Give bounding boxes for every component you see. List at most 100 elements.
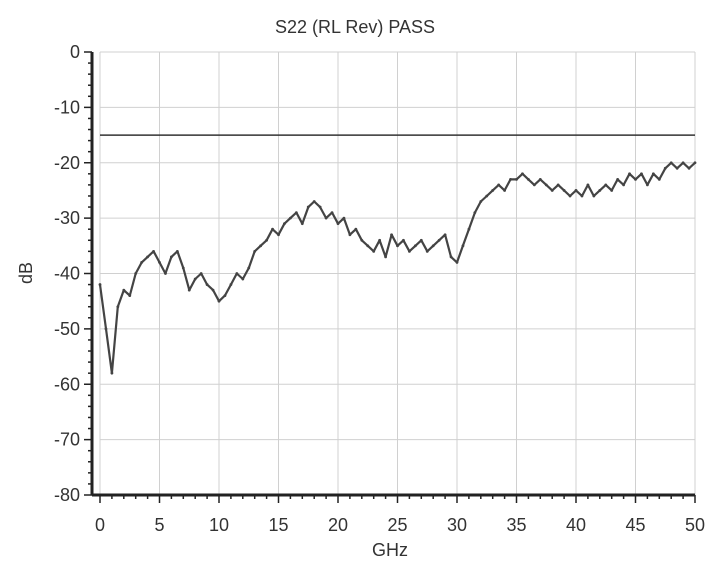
- y-tick-label-7: -70: [54, 430, 80, 450]
- data-point-0-35: [306, 205, 310, 209]
- data-point-0-88: [622, 183, 625, 187]
- x-tick-label-2: 10: [209, 515, 229, 535]
- x-tick-label-8: 40: [566, 515, 586, 535]
- data-point-0-76: [550, 189, 554, 192]
- data-point-0-44: [360, 238, 364, 242]
- data-point-0-72: [527, 177, 530, 181]
- data-point-0-60: [455, 261, 459, 264]
- y-tick-label-4: -40: [54, 264, 80, 284]
- data-point-0-54: [419, 238, 423, 242]
- data-point-0-83: [592, 194, 596, 198]
- data-point-0-61: [461, 244, 465, 248]
- data-point-0-29: [271, 227, 274, 231]
- y-tick-label-2: -20: [54, 153, 80, 173]
- data-point-0-98: [681, 161, 685, 165]
- data-point-0-81: [580, 194, 584, 198]
- data-point-0-48: [384, 255, 387, 259]
- data-point-0-49: [390, 233, 393, 237]
- data-point-0-99: [687, 166, 691, 170]
- data-point-0-91: [640, 172, 643, 176]
- data-point-0-41: [342, 216, 346, 220]
- data-point-0-46: [372, 249, 376, 253]
- data-point-0-82: [586, 183, 590, 187]
- chart-title: S22 (RL Rev) PASS: [275, 17, 435, 37]
- data-point-0-62: [467, 227, 471, 231]
- data-point-0-37: [318, 205, 322, 209]
- grid: [99, 51, 696, 496]
- data-point-0-16: [193, 277, 197, 281]
- y-tick-label-8: -80: [54, 485, 80, 505]
- data-point-0-34: [300, 222, 304, 226]
- y-tick-label-1: -10: [54, 97, 80, 117]
- data-point-0-9: [152, 249, 155, 253]
- data-point-0-75: [544, 183, 548, 187]
- data-point-0-90: [634, 177, 637, 181]
- data-point-0-12: [170, 255, 173, 259]
- data-point-0-66: [491, 189, 495, 192]
- data-point-0-85: [604, 183, 608, 187]
- data-point-0-87: [616, 177, 620, 181]
- data-point-0-8: [146, 255, 150, 259]
- data-point-0-58: [443, 233, 447, 237]
- x-tick-label-6: 30: [447, 515, 467, 535]
- data-point-0-13: [175, 249, 179, 253]
- data-point-0-73: [532, 183, 536, 187]
- data-point-0-22: [229, 283, 233, 286]
- data-point-0-19: [211, 288, 215, 292]
- data-point-0-67: [497, 183, 501, 187]
- data-point-0-100: [693, 161, 697, 165]
- y-tick-label-0: 0: [70, 42, 80, 62]
- data-point-0-86: [610, 189, 614, 192]
- data-point-0-25: [247, 266, 251, 270]
- data-point-0-3: [116, 305, 120, 309]
- data-point-0-68: [503, 189, 506, 192]
- data-point-0-45: [366, 244, 370, 248]
- data-point-0-26: [253, 249, 257, 253]
- x-tick-label-10: 50: [685, 515, 705, 535]
- data-point-0-42: [348, 233, 352, 237]
- data-point-0-74: [538, 177, 542, 181]
- data-point-0-1: [104, 327, 108, 331]
- data-point-0-32: [289, 216, 292, 220]
- data-point-0-33: [294, 211, 298, 214]
- x-tick-label-4: 20: [328, 515, 348, 535]
- data-point-0-6: [134, 272, 138, 275]
- y-axis-label: dB: [16, 262, 36, 284]
- y-tick-label-5: -50: [54, 319, 80, 339]
- data-point-0-39: [330, 211, 334, 214]
- data-point-0-77: [556, 183, 560, 187]
- data-point-0-31: [283, 222, 286, 226]
- data-point-0-84: [598, 189, 602, 192]
- x-tick-label-1: 5: [154, 515, 164, 535]
- data-point-0-78: [562, 189, 566, 192]
- data-point-0-50: [396, 244, 399, 248]
- data-point-0-38: [324, 216, 328, 220]
- x-tick-label-3: 15: [268, 515, 288, 535]
- data-point-0-65: [485, 194, 489, 198]
- data-point-0-80: [574, 189, 578, 192]
- data-point-0-10: [158, 261, 161, 264]
- data-point-0-18: [205, 283, 209, 286]
- y-tick-label-3: -30: [54, 208, 80, 228]
- data-point-0-63: [473, 211, 477, 214]
- x-tick-label-7: 35: [506, 515, 526, 535]
- data-point-0-21: [223, 294, 227, 298]
- data-point-0-53: [413, 244, 417, 248]
- x-tick-label-9: 45: [625, 515, 645, 535]
- data-point-0-4: [122, 288, 126, 292]
- x-tick-label-5: 25: [387, 515, 407, 535]
- data-point-0-57: [437, 238, 441, 242]
- data-point-0-51: [402, 238, 405, 242]
- data-point-0-97: [675, 166, 679, 170]
- data-point-0-47: [378, 238, 382, 242]
- data-point-0-59: [449, 255, 453, 259]
- data-point-0-36: [312, 200, 316, 203]
- data-point-0-70: [515, 177, 518, 181]
- data-point-0-2: [110, 371, 114, 375]
- data-point-0-23: [235, 272, 239, 275]
- data-point-0-71: [521, 172, 524, 176]
- x-tick-label-0: 0: [95, 515, 105, 535]
- data-point-0-95: [663, 166, 667, 170]
- data-point-0-89: [628, 172, 631, 176]
- series-group: [98, 161, 697, 375]
